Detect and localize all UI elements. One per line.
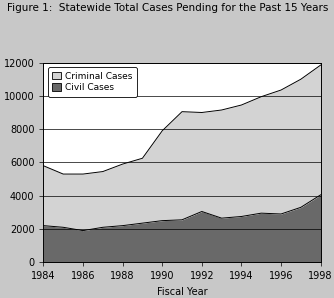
- X-axis label: Fiscal Year: Fiscal Year: [157, 287, 207, 297]
- Y-axis label: Number of Cases: Number of Cases: [0, 120, 1, 204]
- Legend: Criminal Cases, Civil Cases: Criminal Cases, Civil Cases: [48, 67, 137, 97]
- Text: Figure 1:  Statewide Total Cases Pending for the Past 15 Years: Figure 1: Statewide Total Cases Pending …: [7, 3, 328, 13]
